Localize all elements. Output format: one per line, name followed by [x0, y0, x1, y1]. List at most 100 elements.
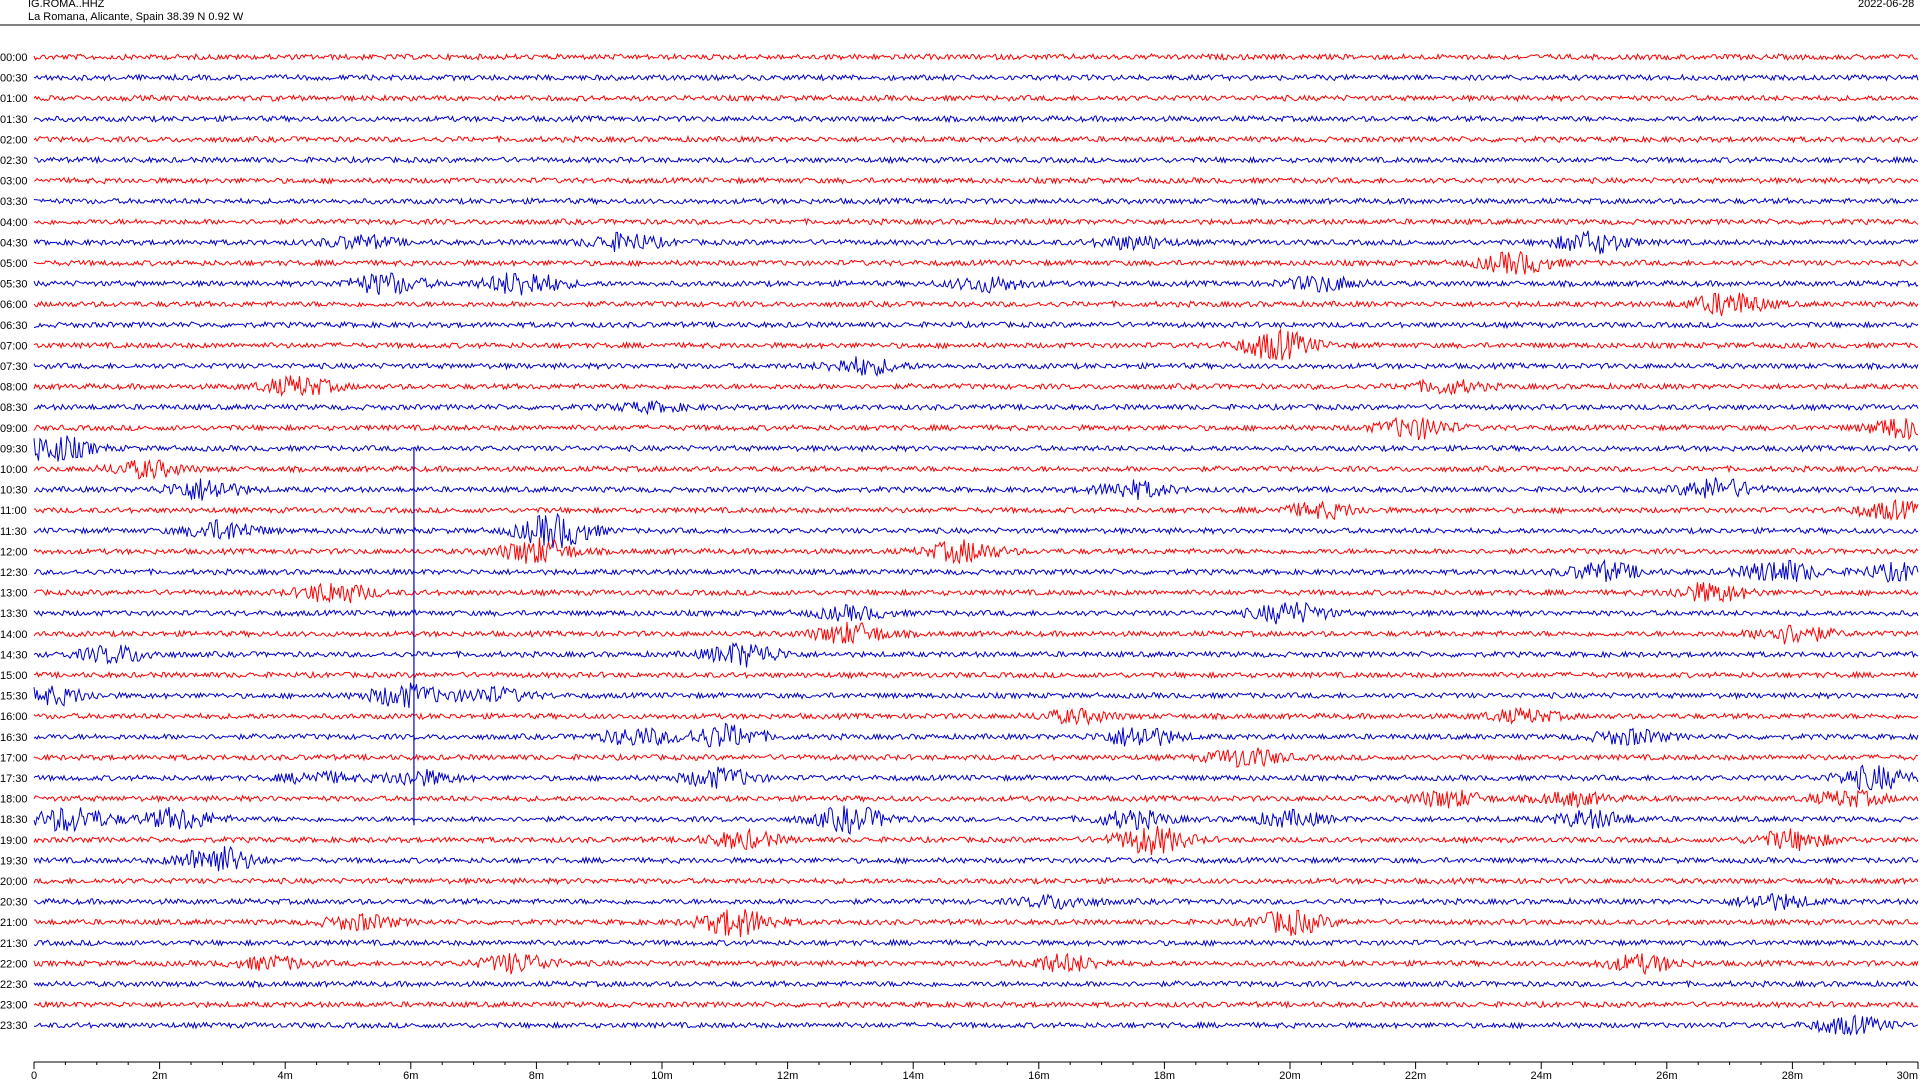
record-date: 2022-06-28	[1858, 0, 1915, 10]
seismic-trace	[34, 558, 1919, 584]
seismic-trace	[33, 292, 1919, 317]
seismic-trace	[33, 706, 1919, 726]
x-tick-label: 22m	[1405, 1070, 1426, 1080]
x-tick-label: 2m	[152, 1070, 167, 1080]
seismic-trace	[33, 400, 1919, 416]
seismic-trace	[33, 909, 1919, 938]
row-time-label: 00:00	[0, 52, 28, 64]
x-tick-label: 30m	[1897, 1070, 1918, 1080]
row-label-group: 00:00 00:30 01:00 01:30 02:00 02:30 03:00 03:30…	[0, 52, 28, 1032]
row-time-label: 10:00	[0, 464, 28, 476]
row-time-label: 21:30	[0, 938, 28, 950]
seismic-trace	[33, 477, 1919, 501]
row-time-label: 19:00	[0, 835, 28, 847]
row-time-label: 03:30	[0, 196, 28, 208]
row-time-label: 17:30	[0, 773, 28, 785]
row-time-label: 06:30	[0, 320, 28, 332]
seismic-trace	[33, 670, 1918, 680]
row-time-label: 14:00	[0, 629, 28, 641]
seismic-trace	[33, 52, 1919, 62]
seismic-trace	[33, 250, 1919, 275]
seismic-trace	[33, 498, 1919, 522]
seismic-trace	[33, 1000, 1919, 1009]
seismic-trace	[33, 892, 1919, 911]
seismic-trace	[33, 356, 1919, 377]
seismic-trace	[33, 952, 1919, 976]
x-tick-label: 14m	[902, 1070, 923, 1080]
row-time-label: 10:30	[0, 485, 28, 497]
x-tick-label: 4m	[278, 1070, 293, 1080]
seismic-trace	[33, 375, 1919, 398]
row-time-label: 01:30	[0, 114, 28, 126]
seismic-trace	[33, 230, 1919, 255]
row-time-label: 13:30	[0, 608, 28, 620]
row-time-label: 20:30	[0, 897, 28, 909]
row-time-label: 23:30	[0, 1020, 28, 1032]
row-time-label: 04:30	[0, 237, 28, 249]
seismic-trace	[33, 747, 1919, 768]
row-time-label: 07:00	[0, 340, 28, 352]
seismic-trace	[33, 938, 1919, 948]
seismic-trace	[33, 764, 1919, 791]
seismic-trace	[33, 435, 1919, 462]
row-time-label: 23:00	[0, 1000, 28, 1012]
row-time-label: 02:00	[0, 134, 28, 146]
seismic-trace	[33, 601, 1919, 625]
seismic-trace	[33, 512, 1919, 549]
seismic-trace	[33, 416, 1919, 441]
row-time-label: 08:00	[0, 382, 28, 394]
seismic-trace	[33, 537, 1919, 565]
row-time-label: 15:00	[0, 670, 28, 682]
seismic-trace	[33, 641, 1919, 668]
row-time-label: 01:00	[0, 93, 28, 105]
x-tick-label: 20m	[1279, 1070, 1300, 1080]
seismic-trace	[33, 979, 1919, 989]
row-time-label: 09:00	[0, 423, 28, 435]
station-code: IG.ROMA..HHZ	[28, 0, 105, 10]
row-time-label: 04:00	[0, 217, 28, 229]
seismic-trace	[33, 73, 1919, 83]
seismic-trace	[33, 621, 1919, 645]
row-time-label: 16:00	[0, 711, 28, 723]
seismic-trace	[33, 722, 1919, 748]
x-tick-label: 26m	[1656, 1070, 1677, 1080]
x-tick-label: 28m	[1782, 1070, 1803, 1080]
row-time-label: 22:30	[0, 979, 28, 991]
row-time-label: 07:30	[0, 361, 28, 373]
row-time-label: 13:00	[0, 588, 28, 600]
seismic-trace	[33, 845, 1919, 872]
seismic-trace	[33, 328, 1919, 361]
row-time-label: 18:00	[0, 794, 28, 806]
seismic-trace	[33, 825, 1919, 855]
row-time-label: 17:00	[0, 752, 28, 764]
seismic-trace	[33, 272, 1919, 296]
trace-group	[33, 52, 1919, 1037]
row-time-label: 03:00	[0, 176, 28, 188]
row-time-label: 05:00	[0, 258, 28, 270]
row-time-label: 15:30	[0, 691, 28, 703]
seismic-trace	[33, 114, 1919, 124]
x-tick-label: 12m	[777, 1070, 798, 1080]
seismic-trace	[33, 134, 1919, 144]
seismic-trace	[33, 93, 1919, 103]
seismic-trace	[33, 196, 1919, 206]
row-time-label: 08:30	[0, 402, 28, 414]
x-tick-label: 0	[31, 1070, 37, 1080]
seismic-trace	[33, 682, 1919, 709]
row-time-label: 14:30	[0, 649, 28, 661]
seismic-trace	[33, 458, 1919, 480]
row-time-label: 21:00	[0, 917, 28, 929]
x-tick-label: 8m	[529, 1070, 544, 1080]
x-tick-label: 10m	[651, 1070, 672, 1080]
seismic-trace	[33, 805, 1919, 835]
station-location: La Romana, Alicante, Spain 38.39 N 0.92 …	[28, 11, 244, 23]
row-time-label: 06:00	[0, 299, 28, 311]
x-tick-label: 16m	[1028, 1070, 1049, 1080]
seismic-trace	[33, 582, 1919, 604]
row-time-label: 18:30	[0, 814, 28, 826]
row-time-label: 09:30	[0, 443, 28, 455]
row-time-label: 20:00	[0, 876, 28, 888]
seismic-trace	[33, 1014, 1919, 1037]
row-time-label: 11:00	[0, 505, 27, 517]
